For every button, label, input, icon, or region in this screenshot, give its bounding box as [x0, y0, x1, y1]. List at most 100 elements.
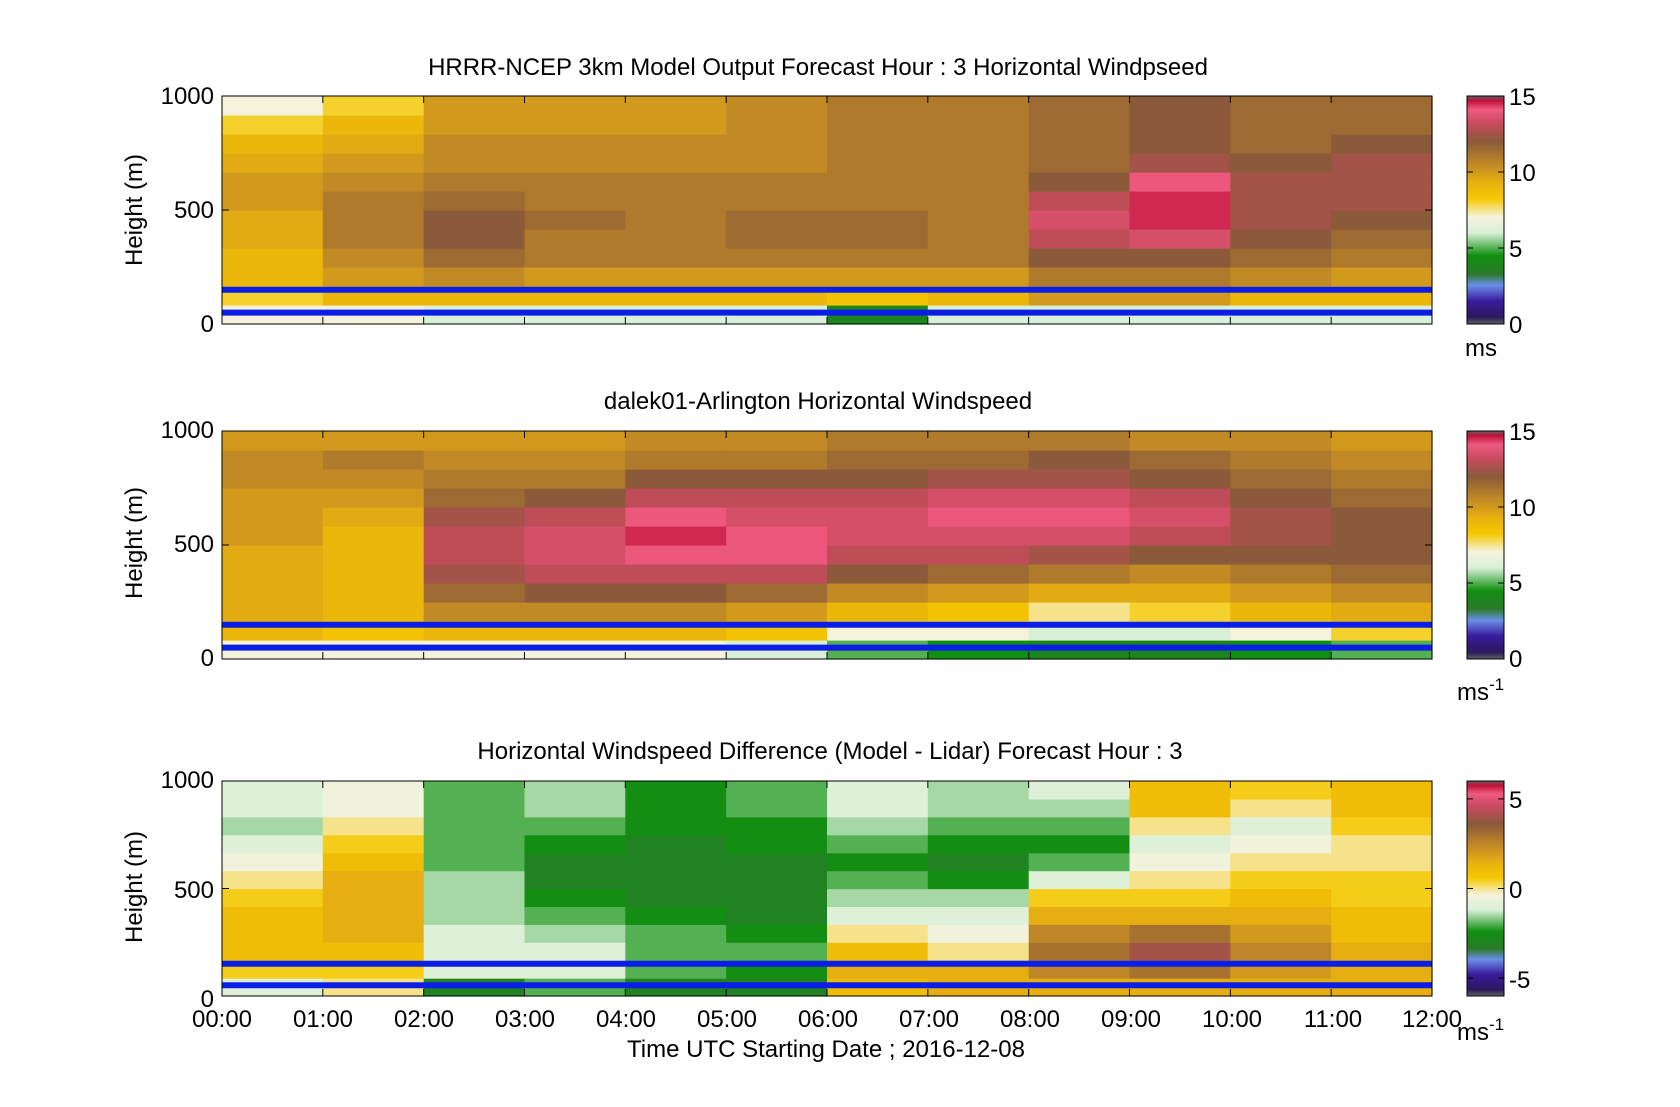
- panel-3-cbar-tick-0: 0: [1509, 877, 1522, 904]
- panel-2-cell-8-2: [1028, 602, 1131, 622]
- panel-3-cell-9-8: [1129, 834, 1231, 854]
- panel-3-cell-10-2: [1230, 942, 1332, 961]
- panel-3-cell-1-8: [322, 834, 425, 854]
- panel-2-cell-11-2: [1331, 602, 1433, 622]
- panel-3-xtick-2: 02:00: [394, 1006, 454, 1033]
- panel-1-cell-8-11: [1028, 96, 1131, 116]
- panel-3-ytick-0: 0: [201, 986, 214, 1013]
- panel-2-cell-1-6: [322, 526, 425, 546]
- panel-2-cell-3-10: [524, 450, 626, 470]
- panel-1-cell-10-5: [1230, 210, 1332, 230]
- panel-2-cell-3-9: [524, 469, 626, 489]
- panel-1-cell-8-6: [1028, 191, 1131, 211]
- panel-2-cell-1-3: [322, 583, 425, 603]
- panel-2-cell-2-9: [423, 469, 526, 489]
- panel-2-cell-10-7: [1230, 507, 1332, 527]
- panel-2-cell-6-2: [827, 602, 929, 622]
- panel-2-cell-11-11: [1331, 431, 1433, 451]
- panel-1-cell-5-6: [726, 191, 828, 211]
- panel-1-cell-8-5: [1028, 210, 1131, 230]
- panel-2-cell-9-6: [1129, 526, 1231, 546]
- panel-1-cell-8-2: [1028, 267, 1131, 287]
- panel-1-cell-9-6: [1129, 191, 1231, 211]
- panel-2-cell-7-11: [927, 431, 1030, 451]
- panel-2-cell-8-11: [1028, 431, 1131, 451]
- panel-1-cell-3-5: [524, 210, 626, 230]
- panel-3-cell-6-6: [827, 870, 929, 890]
- panel-2-cell-4-7: [625, 507, 727, 527]
- panel-1-cell-4-8: [625, 153, 727, 173]
- panel-1-cell-8-7: [1028, 172, 1131, 192]
- panel-3-xtick-12: 12:00: [1402, 1006, 1462, 1033]
- panel-3-cell-5-2: [726, 942, 828, 961]
- panel-1-cell-1-8: [322, 153, 425, 173]
- panel-1-cell-4-5: [625, 210, 727, 230]
- panel-3-cell-5-7: [726, 852, 828, 872]
- panel-3-cell-8-5: [1028, 888, 1131, 907]
- panel-3-cell-5-3: [726, 924, 828, 943]
- panel-3-colorbar: [1466, 780, 1505, 997]
- panel-1-cell-3-3: [524, 248, 626, 268]
- panel-1-cell-0-7: [222, 172, 324, 192]
- panel-1-ytick-0: 0: [201, 311, 214, 338]
- panel-2-cell-8-6: [1028, 526, 1131, 546]
- panel-2-cell-9-10: [1129, 450, 1231, 470]
- panel-3-cell-11-8: [1331, 834, 1433, 854]
- panel-3-cell-1-6: [322, 870, 425, 890]
- panel-3-cell-4-2: [625, 942, 727, 961]
- panel-2-cell-6-6: [827, 526, 929, 546]
- panel-1-cell-9-9: [1129, 134, 1231, 154]
- panel-3-cell-9-2: [1129, 942, 1231, 961]
- panel-1-cell-6-9: [827, 134, 929, 154]
- panel-2-cell-2-11: [423, 431, 526, 451]
- panel-3-cell-9-6: [1129, 870, 1231, 890]
- panel-1-cell-6-10: [827, 115, 929, 135]
- panel-2-cell-0-10: [222, 450, 324, 470]
- panel-1-cell-3-6: [524, 191, 626, 211]
- panel-3-cell-8-11: [1028, 781, 1131, 800]
- panel-1-cell-8-9: [1028, 134, 1131, 154]
- panel-3-xtick-5: 05:00: [697, 1006, 757, 1033]
- panel-3-cell-9-7: [1129, 852, 1231, 872]
- panel-1-cbar-tick-10: 10: [1509, 160, 1536, 187]
- panel-1-cell-3-4: [524, 229, 626, 249]
- panel-3-cell-7-7: [927, 852, 1030, 872]
- panel-3-cell-10-7: [1230, 852, 1332, 872]
- panel-3-cell-10-9: [1230, 816, 1332, 836]
- panel-1-cell-11-3: [1331, 248, 1433, 268]
- panel-3-cell-8-6: [1028, 870, 1131, 890]
- panel-3-cell-2-11: [423, 781, 526, 800]
- panel-3-xtick-11: 11:00: [1304, 1006, 1362, 1033]
- panel-1-cell-11-6: [1331, 191, 1433, 211]
- panel-1-cell-2-11: [423, 96, 526, 116]
- panel-1-cell-7-10: [927, 115, 1030, 135]
- panel-2-cell-2-6: [423, 526, 526, 546]
- panel-2-colorbar: [1466, 430, 1505, 660]
- panel-1-cell-6-8: [827, 153, 929, 173]
- panel-3-cell-7-9: [927, 816, 1030, 836]
- panel-2-cell-9-11: [1129, 431, 1231, 451]
- panel-3-cell-3-3: [524, 924, 626, 943]
- panel-1-cell-1-4: [322, 229, 425, 249]
- panel-2-cell-10-8: [1230, 488, 1332, 508]
- panel-2-cell-3-5: [524, 545, 626, 565]
- panel-3-cell-9-5: [1129, 888, 1231, 907]
- panel-1-cell-1-2: [322, 267, 425, 287]
- panel-2-cell-9-3: [1129, 583, 1231, 603]
- panel-2-cbar-unit-base: ms: [1457, 679, 1489, 706]
- panel-1-cell-5-2: [726, 267, 828, 287]
- panel-2-cell-2-3: [423, 583, 526, 603]
- panel-2-cell-11-10: [1331, 450, 1433, 470]
- panel-3-cell-6-4: [827, 906, 929, 925]
- panel-3-cell-0-5: [222, 888, 324, 907]
- panel-2-cell-0-3: [222, 583, 324, 603]
- panel-3-cell-1-4: [322, 906, 425, 925]
- panel-3-xtick-4: 04:00: [596, 1006, 656, 1033]
- panel-3-cell-1-2: [322, 942, 425, 961]
- panel-3-cell-0-9: [222, 816, 324, 836]
- panel-1-cell-11-10: [1331, 115, 1433, 135]
- panel-3-cell-5-10: [726, 798, 828, 818]
- panel-3-ytick-500: 500: [174, 877, 214, 904]
- panel-2-cell-11-8: [1331, 488, 1433, 508]
- panel-2-title: dalek01-Arlington Horizontal Windspeed: [604, 388, 1032, 415]
